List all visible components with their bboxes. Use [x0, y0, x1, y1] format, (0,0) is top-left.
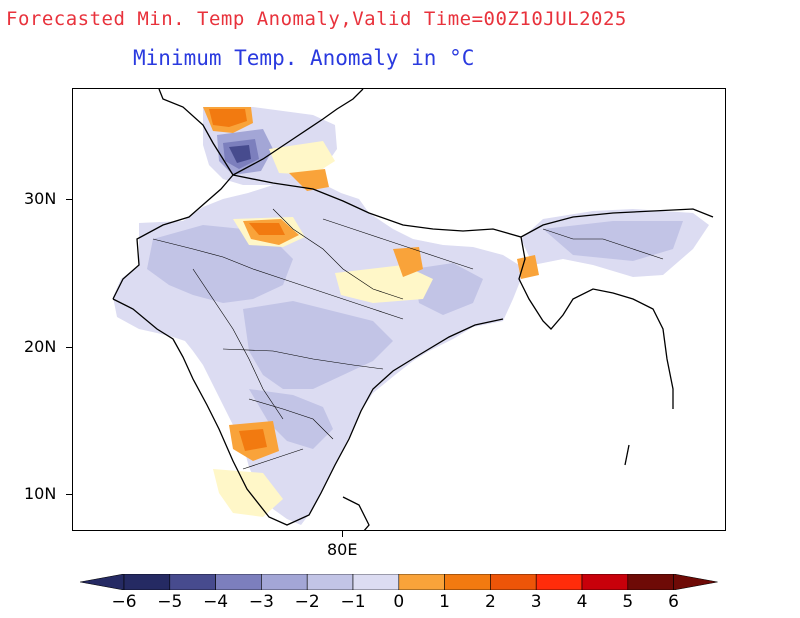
colorbar-tick-label: 5 — [608, 592, 648, 612]
colorbar-tick-label: −5 — [150, 592, 190, 612]
srilanka-coast — [343, 497, 369, 531]
colorbar-tick-label: −6 — [104, 592, 144, 612]
colorbar-swatch — [490, 574, 536, 590]
colorbar-tick-label: −4 — [196, 592, 236, 612]
colorbar-tick-label: 0 — [379, 592, 419, 612]
lon-tick-80e — [342, 531, 343, 537]
colorbar-swatch — [124, 574, 170, 590]
map-subtitle: Minimum Temp. Anomaly in °C — [133, 46, 474, 70]
colorbar-swatch — [307, 574, 353, 590]
colorbar-tick-label: 3 — [516, 592, 556, 612]
myanmar-coast — [625, 445, 629, 465]
colorbar — [80, 574, 720, 594]
figure-title: Forecasted Min. Temp Anomaly,Valid Time=… — [6, 8, 627, 30]
colorbar-tick-label: 6 — [654, 592, 694, 612]
lat-label-10n: 10N — [24, 484, 56, 503]
colorbar-tick-label: 1 — [425, 592, 465, 612]
colorbar-swatch — [445, 574, 491, 590]
lat-label-30n: 30N — [24, 189, 56, 208]
colorbar-tick-label: −1 — [333, 592, 373, 612]
lat-tick-30n — [66, 199, 72, 200]
colorbar-tick-label: 4 — [562, 592, 602, 612]
lat-label-20n: 20N — [24, 337, 56, 356]
colorbar-tick-label: −2 — [287, 592, 327, 612]
lat-tick-20n — [66, 347, 72, 348]
lat-tick-10n — [66, 494, 72, 495]
anomaly-field — [113, 107, 709, 525]
colorbar-right-arrow — [674, 574, 718, 590]
colorbar-swatch — [216, 574, 262, 590]
colorbar-swatch — [399, 574, 445, 590]
map-panel — [72, 88, 726, 531]
colorbar-left-arrow — [80, 574, 124, 590]
colorbar-swatch — [170, 574, 216, 590]
lon-label-80e: 80E — [327, 540, 357, 559]
colorbar-swatches — [80, 574, 720, 590]
colorbar-swatch — [353, 574, 399, 590]
colorbar-swatch — [536, 574, 582, 590]
colorbar-swatch — [261, 574, 307, 590]
india-anomaly-map — [73, 89, 726, 531]
colorbar-swatch — [582, 574, 628, 590]
colorbar-tick-label: −3 — [241, 592, 281, 612]
colorbar-tick-label: 2 — [470, 592, 510, 612]
colorbar-swatch — [628, 574, 674, 590]
